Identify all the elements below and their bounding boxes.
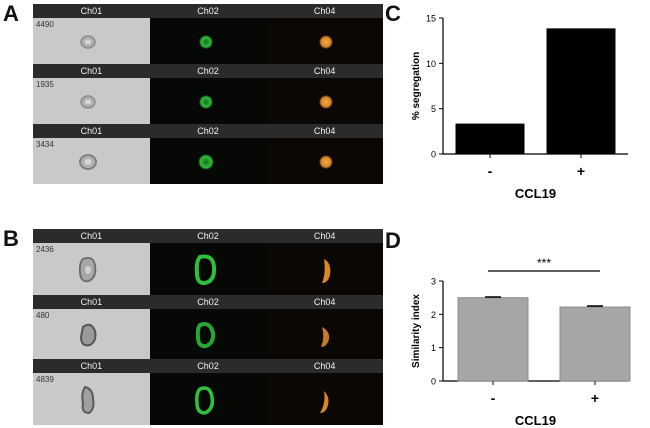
- channel-label: Ch01: [80, 66, 103, 76]
- green-fluorescence-image: [149, 309, 267, 359]
- bar: [457, 297, 529, 382]
- y-tick-label: 5: [431, 104, 436, 114]
- channel-header-row: Ch01 Ch02 Ch04: [33, 124, 383, 138]
- channel-label: Ch04: [313, 66, 336, 76]
- cell-id: 480: [36, 311, 50, 320]
- channel-label: Ch02: [197, 6, 219, 16]
- orange-fluorescence-image: [266, 138, 384, 184]
- channel-label: Ch04: [313, 126, 336, 136]
- significance-label: ***: [537, 256, 551, 270]
- cell-image-row: 1935: [33, 78, 384, 124]
- cell-image-row: 3434: [33, 138, 384, 184]
- cell-image-row: 2436: [33, 243, 384, 295]
- brightfield-image: 480: [33, 309, 150, 359]
- channel-label: Ch04: [313, 361, 336, 371]
- brightfield-image: 4490: [33, 18, 150, 64]
- y-tick-label: 0: [431, 377, 436, 387]
- panel-letter-b: B: [3, 226, 19, 251]
- orange-fluorescence-image: [266, 78, 384, 124]
- channel-header-row: Ch01 Ch02 Ch04: [33, 4, 383, 18]
- cell-id: 2436: [36, 245, 54, 254]
- green-fluorescence-image: [149, 18, 267, 64]
- channel-label: Ch02: [197, 297, 219, 307]
- channel-label: Ch01: [80, 361, 103, 371]
- cell-id: 1935: [36, 80, 54, 89]
- channel-header-row: Ch01 Ch02 Ch04: [33, 359, 383, 373]
- bar: [559, 306, 631, 382]
- brightfield-image: 1935: [33, 78, 150, 124]
- brightfield-image: 4839: [33, 373, 150, 425]
- channel-label: Ch02: [197, 66, 219, 76]
- cell-image-row: 480: [33, 309, 384, 359]
- cell-image-row: 4839: [33, 373, 384, 425]
- green-fluorescence-image: [149, 373, 267, 425]
- x-axis-label: CCL19: [515, 186, 556, 201]
- orange-fluorescence-image: [266, 243, 384, 295]
- brightfield-image: 3434: [33, 138, 150, 184]
- y-tick-label: 10: [426, 59, 436, 69]
- orange-fluorescence-image: [266, 309, 384, 359]
- x-tick-label: -: [488, 163, 493, 179]
- panel-c-bar-chart: 0 5 10 15 - + CCL19 % segregation: [411, 14, 628, 201]
- x-axis-label: CCL19: [515, 413, 556, 428]
- channel-label: Ch04: [313, 6, 336, 16]
- channel-label: Ch01: [80, 231, 103, 241]
- channel-header-row: Ch01 Ch02 Ch04: [33, 64, 383, 78]
- orange-fluorescence-image: [266, 18, 384, 64]
- orange-fluorescence-image: [266, 373, 384, 425]
- panel-letter-c: C: [385, 1, 401, 26]
- cell-image-row: 4490: [33, 18, 384, 64]
- channel-label: Ch02: [197, 231, 219, 241]
- bar: [455, 123, 525, 155]
- x-tick-label: +: [577, 163, 585, 179]
- y-axis-label: % segregation: [411, 52, 422, 120]
- channel-label: Ch04: [313, 297, 336, 307]
- channel-label: Ch01: [80, 126, 103, 136]
- channel-label: Ch04: [313, 231, 336, 241]
- green-fluorescence-image: [149, 243, 267, 295]
- x-tick-label: -: [491, 390, 496, 406]
- panel-a-image-grid: Ch01 Ch02 Ch04 4490 Ch01 Ch02 Ch04 1935: [33, 4, 384, 184]
- panel-letter-a: A: [3, 1, 19, 26]
- cell-id: 4490: [36, 20, 54, 29]
- y-axis-label: Similarity index: [411, 294, 422, 368]
- channel-label: Ch01: [80, 6, 103, 16]
- panel-b-image-grid: Ch01 Ch02 Ch04 2436 Ch01 Ch02 Ch04 480: [33, 229, 384, 425]
- y-tick-label: 2: [431, 310, 436, 320]
- green-fluorescence-image: [149, 78, 267, 124]
- green-fluorescence-image: [149, 138, 267, 184]
- channel-header-row: Ch01 Ch02 Ch04: [33, 229, 383, 243]
- cell-id: 3434: [36, 140, 54, 149]
- y-tick-label: 1: [431, 343, 436, 353]
- panel-d-bar-chart: 0 1 2 3 - + CCL19 Similarity index ***: [411, 256, 631, 428]
- y-tick-label: 15: [426, 14, 436, 24]
- bar: [546, 28, 616, 155]
- y-tick-label: 0: [431, 150, 436, 160]
- channel-header-row: Ch01 Ch02 Ch04: [33, 295, 383, 309]
- channel-label: Ch01: [80, 297, 103, 307]
- x-tick-label: +: [591, 390, 599, 406]
- brightfield-image: 2436: [33, 243, 150, 295]
- panel-letter-d: D: [385, 228, 401, 253]
- y-tick-label: 3: [431, 277, 436, 287]
- cell-id: 4839: [36, 375, 54, 384]
- channel-label: Ch02: [197, 126, 219, 136]
- channel-label: Ch02: [197, 361, 219, 371]
